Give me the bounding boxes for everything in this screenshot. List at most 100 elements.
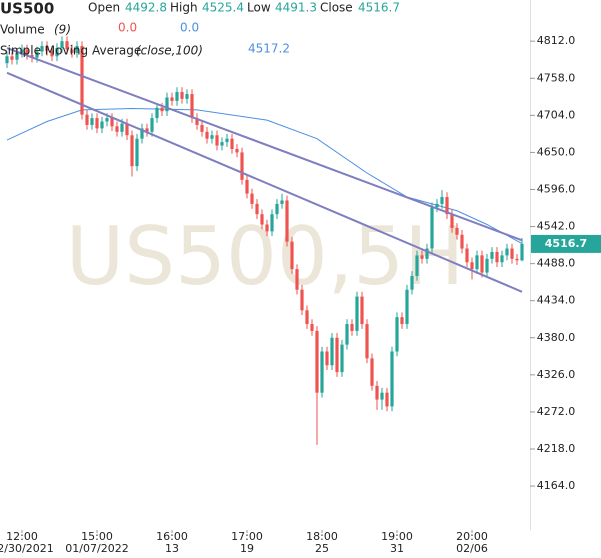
trend-line — [6, 47, 523, 242]
candle-body — [330, 337, 334, 366]
x-tick-date: 02/06 — [456, 542, 488, 555]
sma-label: Simple Moving Average — [0, 44, 141, 58]
candle-body — [355, 296, 359, 331]
candle-body — [5, 56, 9, 64]
sma-line — [6, 107, 523, 245]
candle-body — [315, 330, 319, 393]
low-value: 4491.3 — [275, 1, 317, 15]
candle-body — [510, 248, 514, 259]
x-tick-date: 13 — [165, 542, 179, 555]
candle-body — [75, 45, 79, 53]
sma-value: 4517.2 — [248, 42, 290, 56]
candle-body — [295, 269, 299, 290]
y-tick-label: 4812.0 — [537, 34, 576, 47]
candle-body — [120, 123, 124, 132]
candle-body — [200, 124, 204, 132]
candle-body — [335, 337, 339, 373]
candle-body — [350, 324, 354, 331]
candle-body — [450, 214, 454, 228]
close-value: 4516.7 — [358, 1, 400, 15]
x-tick-label: 18:00 — [306, 530, 338, 543]
candle-body — [105, 118, 109, 122]
candle-body — [300, 289, 304, 311]
x-tick-label: 20:00 — [456, 530, 488, 543]
candle-body — [325, 351, 329, 366]
high-value: 4525.4 — [202, 1, 244, 15]
candle-body — [235, 148, 239, 153]
x-tick-label: 12:00 — [6, 530, 38, 543]
y-tick-label: 4596.0 — [537, 182, 576, 195]
candle-body — [445, 197, 449, 215]
symbol: US500 — [0, 0, 54, 18]
volume-params: (9) — [54, 23, 71, 37]
x-tick-label: 17:00 — [231, 530, 263, 543]
candle-body — [245, 179, 249, 194]
candle-body — [215, 135, 219, 146]
y-tick-label: 4758.0 — [537, 71, 576, 84]
last-price-box — [531, 234, 601, 253]
volume-value: 0.0 — [118, 21, 137, 35]
candle-body — [195, 118, 199, 125]
x-tick-date: 12/30/2021 — [0, 542, 54, 555]
candle-body — [410, 275, 414, 290]
candle-body — [320, 351, 324, 393]
candle-body — [255, 203, 259, 215]
candle-body — [360, 296, 364, 325]
candle-body — [50, 50, 54, 57]
candle-body — [80, 45, 84, 115]
candle-body — [265, 224, 269, 232]
candle-body — [175, 91, 179, 101]
candle-body — [45, 45, 49, 51]
candle-body — [400, 317, 404, 325]
candle-body — [130, 135, 134, 167]
candle-body — [30, 54, 34, 58]
open-value: 4492.8 — [125, 1, 167, 15]
candle-body — [455, 227, 459, 235]
candle-body — [205, 131, 209, 139]
trend-line — [6, 71, 523, 293]
candle-body — [475, 255, 479, 270]
candle-body — [25, 49, 29, 55]
candle-body — [135, 138, 139, 167]
candle-body — [460, 234, 464, 249]
candle-body — [150, 118, 154, 132]
candle-body — [285, 200, 289, 242]
sma-params: (close,100) — [136, 44, 203, 58]
candle-body — [345, 324, 349, 345]
candle-body — [70, 49, 74, 53]
candle-body — [480, 255, 484, 273]
candle-body — [160, 107, 164, 112]
candle-body — [260, 214, 264, 225]
candle-body — [100, 121, 104, 129]
candle-body — [490, 251, 494, 259]
candle-body — [275, 203, 279, 215]
candle-body — [385, 392, 389, 407]
candle-body — [220, 142, 224, 146]
x-tick-date: 19 — [240, 542, 254, 555]
candle-body — [365, 324, 369, 359]
legend-header: US500 Open 4492.8 High 4525.4 Low 4491.3… — [0, 0, 400, 58]
candle-body — [370, 358, 374, 386]
candle-body — [10, 56, 14, 60]
candle-body — [170, 97, 174, 101]
candle-body — [280, 200, 284, 204]
candle-body — [55, 48, 59, 57]
candle-body — [430, 207, 434, 249]
y-tick-label: 4542.0 — [537, 220, 576, 233]
x-tick-date: 25 — [315, 542, 329, 555]
candle-body — [90, 118, 94, 125]
candle-body — [515, 258, 519, 261]
candle-body — [35, 51, 39, 58]
candle-body — [20, 49, 24, 53]
x-tick-label: 15:00 — [81, 530, 113, 543]
y-tick-label: 4326.0 — [537, 368, 576, 381]
candle-body — [440, 197, 444, 204]
volume-label: Volume — [0, 23, 45, 37]
candle-body — [305, 310, 309, 325]
candle-body — [40, 45, 44, 52]
candle-body — [465, 248, 469, 263]
candle-body — [125, 123, 129, 136]
candle-body — [225, 138, 229, 143]
volume-value: 0.0 — [180, 21, 199, 35]
